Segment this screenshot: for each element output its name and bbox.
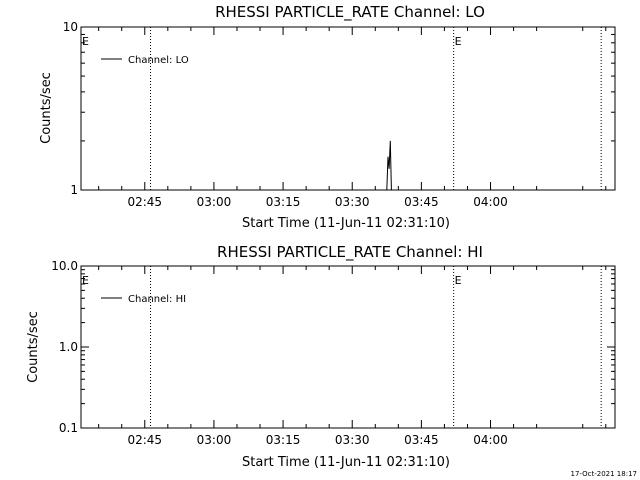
x-tick-label: 03:00 (197, 195, 232, 209)
panel-lo-vlines (150, 27, 602, 190)
panel-hi-legend: Channel: HI (101, 294, 186, 305)
footer-timestamp: 17-Oct-2021 18:17 (571, 470, 637, 478)
panel-lo-ylabel: Counts/sec (39, 72, 54, 144)
x-tick-label: 03:15 (266, 433, 301, 447)
y-tick-label: 1.0 (59, 340, 78, 354)
panel-lo-xlabel: Start Time (11-Jun-11 02:31:10) (242, 216, 450, 231)
panel-hi-legend-label: Channel: HI (128, 294, 186, 305)
panel-hi-ylabel: Counts/sec (26, 311, 41, 383)
panel-lo-ticks: 02:45 03:00 03:15 03:30 03:45 04:00 1 10 (63, 20, 615, 209)
panel-hi-ticks: 02:45 03:00 03:15 03:30 03:45 04:00 0.1 1.0 10.0 (51, 259, 615, 447)
panel-lo-legend-label: Channel: LO (128, 55, 189, 66)
panel-hi-xlabel: Start Time (11-Jun-11 02:31:10) (242, 455, 450, 470)
x-tick-label: 03:45 (404, 195, 439, 209)
x-tick-label: 03:15 (266, 195, 301, 209)
panel-hi-title: RHESSI PARTICLE_RATE Channel: HI (217, 243, 483, 262)
event-marker: E (82, 35, 89, 48)
panel-lo: RHESSI PARTICLE_RATE Channel: LO 02:45 03… (39, 3, 616, 231)
y-tick-label: 10.0 (51, 259, 78, 273)
panel-lo-title: RHESSI PARTICLE_RATE Channel: LO (215, 3, 485, 22)
panel-lo-plot-frame (80, 26, 616, 191)
y-tick-label: 1 (70, 183, 78, 197)
event-marker: E (455, 35, 462, 48)
x-tick-label: 03:45 (404, 433, 439, 447)
x-tick-label: 02:45 (127, 195, 162, 209)
series-line (386, 140, 393, 191)
panel-hi: RHESSI PARTICLE_RATE Channel: HI 02:45 03… (26, 243, 616, 470)
panel-lo-legend: Channel: LO (101, 55, 189, 66)
x-tick-label: 03:30 (335, 195, 370, 209)
x-tick-label: 04:00 (473, 433, 508, 447)
x-tick-label: 04:00 (473, 195, 508, 209)
panel-hi-vlines (150, 266, 602, 428)
y-tick-label: 0.1 (59, 421, 78, 435)
event-marker: E (455, 274, 462, 287)
y-tick-label: 10 (63, 20, 78, 34)
panel-lo-series (386, 140, 393, 191)
x-tick-label: 03:00 (197, 433, 232, 447)
event-marker: E (82, 274, 89, 287)
x-tick-label: 02:45 (127, 433, 162, 447)
x-tick-label: 03:30 (335, 433, 370, 447)
